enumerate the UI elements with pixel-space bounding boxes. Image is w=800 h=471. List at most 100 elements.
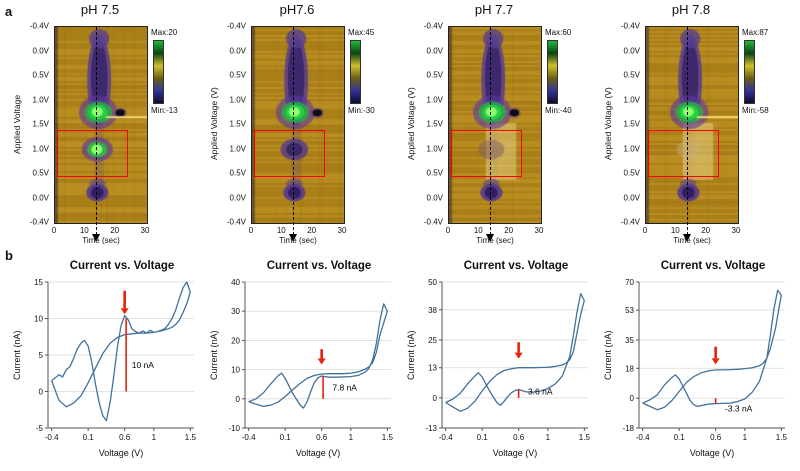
heatmap-plot — [448, 26, 542, 242]
heatmap-panel-ph78: pH 7.8 Applied Voltage (V) -0.4V 0.0V 0.5V… — [603, 2, 793, 256]
heatmap-panel-ph75: pH 7.5 Applied Voltage -0.4V 0.0V 0.5V 1.0V… — [12, 2, 202, 256]
svg-text:0.1: 0.1 — [674, 433, 686, 442]
colorbar-min-label: Min:-13 — [151, 106, 178, 115]
svg-text:10 nA: 10 nA — [132, 360, 155, 370]
colorbar-max-label: Max:20 — [151, 28, 178, 37]
svg-text:-5: -5 — [36, 424, 44, 433]
heatmap-title: pH 7.8 — [671, 2, 711, 17]
svg-text:1: 1 — [349, 433, 354, 442]
svg-text:5: 5 — [39, 351, 44, 360]
chart-title: Current vs. Voltage — [69, 260, 175, 272]
svg-text:-0.4: -0.4 — [242, 433, 256, 442]
iv-chart-panel-ph77: Current vs. Voltage Current (nA) -13 0 13 2… — [406, 260, 596, 468]
heatmap-canvas — [646, 27, 738, 223]
svg-text:0: 0 — [236, 395, 241, 404]
heatmap-x-axis-ticks: 0 10 20 30 — [248, 226, 347, 235]
svg-text:50: 50 — [428, 278, 437, 287]
colorbar-min-label: Min:-30 — [348, 106, 375, 115]
svg-text:0.6: 0.6 — [119, 433, 131, 442]
svg-text:-18: -18 — [622, 424, 634, 433]
svg-text:-10: -10 — [228, 424, 240, 433]
svg-text:-3.3 nA: -3.3 nA — [725, 403, 753, 413]
highlight-red-rectangle — [450, 129, 522, 177]
chart-x-axis-label: Voltage (V) — [689, 448, 735, 458]
svg-text:15: 15 — [34, 278, 43, 287]
chart-title: Current vs. Voltage — [266, 260, 372, 272]
svg-text:1.5: 1.5 — [579, 433, 591, 442]
svg-text:7.8 nA: 7.8 nA — [332, 383, 357, 393]
heatmap-x-axis-label: Time (sec) — [673, 236, 711, 245]
heatmap-y-axis-label: Applied Voltage (V) — [406, 87, 416, 161]
heatmap-y-axis-label: Applied Voltage — [12, 94, 22, 154]
heatmap-y-axis-ticks: -0.4V 0.0V 0.5V 1.0V 1.5V 1.0V 0.5V 0.0V -0.4V — [620, 21, 640, 227]
colorbar-max-label: Max:60 — [545, 28, 572, 37]
svg-text:-0.4: -0.4 — [439, 433, 453, 442]
svg-text:1.5: 1.5 — [382, 433, 394, 442]
svg-text:0.1: 0.1 — [477, 433, 489, 442]
heatmap-y-axis-label: Applied Voltage (V) — [209, 87, 219, 161]
svg-text:20: 20 — [231, 336, 240, 345]
svg-text:0.1: 0.1 — [83, 433, 95, 442]
down-arrow-icon — [682, 234, 691, 242]
colorbar-min-label: Min:-40 — [545, 106, 572, 115]
highlight-red-rectangle — [253, 129, 325, 177]
svg-text:0.6: 0.6 — [710, 433, 722, 442]
heatmap-x-axis-ticks: 0 10 20 30 — [51, 226, 150, 235]
svg-text:0: 0 — [433, 394, 438, 403]
svg-text:1: 1 — [546, 433, 551, 442]
svg-text:30: 30 — [231, 307, 240, 316]
svg-text:18: 18 — [625, 364, 634, 373]
colorbar-max-label: Max:87 — [742, 28, 769, 37]
time-marker-dashed-line — [485, 27, 494, 242]
down-arrow-icon — [485, 234, 494, 242]
chart-title: Current vs. Voltage — [463, 260, 569, 272]
highlight-red-rectangle — [647, 129, 719, 177]
svg-text:1: 1 — [743, 433, 748, 442]
heatmap-x-axis-label: Time (sec) — [82, 236, 120, 245]
svg-text:0.6: 0.6 — [316, 433, 328, 442]
time-marker-dashed-line — [288, 27, 297, 242]
iv-curve-plot: -18 0 18 35 53 70 -0.4 0.1 0.6 1 1.5 -3.3 nA — [622, 278, 787, 442]
heatmap-title: pH 7.7 — [474, 2, 514, 17]
svg-text:3.6 nA: 3.6 nA — [528, 387, 553, 397]
heatmap-x-axis-ticks: 0 10 20 30 — [642, 226, 741, 235]
heatmap-y-axis-ticks: -0.4V 0.0V 0.5V 1.0V 1.5V 1.0V 0.5V 0.0V -0.4V — [29, 21, 49, 227]
heatmap-panel-ph77: pH 7.7 Applied Voltage (V) -0.4V 0.0V 0.5V… — [406, 2, 596, 256]
heatmap-plot — [251, 26, 345, 242]
iv-chart-panel-ph78: Current vs. Voltage Current (nA) -18 0 18 3… — [603, 260, 793, 468]
svg-text:-13: -13 — [425, 424, 437, 433]
heatmap-canvas — [55, 27, 147, 223]
heatmap-title: pH7.6 — [279, 2, 315, 17]
time-marker-dashed-line — [682, 27, 691, 242]
heatmap-x-axis-ticks: 0 10 20 30 — [445, 226, 544, 235]
subfigure-label-a: a — [5, 4, 13, 19]
heatmap-y-axis-ticks: -0.4V 0.0V 0.5V 1.0V 1.5V 1.0V 0.5V 0.0V -0.4V — [423, 21, 443, 227]
subfigure-label-b: b — [5, 248, 13, 263]
heatmap-y-axis-label: Applied Voltage (V) — [603, 87, 613, 161]
svg-text:25: 25 — [428, 336, 437, 345]
chart-x-axis-label: Voltage (V) — [492, 448, 538, 458]
highlight-red-rectangle — [56, 129, 128, 177]
svg-text:40: 40 — [231, 278, 240, 287]
down-arrow-icon — [91, 234, 100, 242]
chart-title: Current vs. Voltage — [660, 260, 766, 272]
svg-text:0: 0 — [39, 388, 44, 397]
iv-curve-plot: -5 0 5 10 15 -0.4 0.1 0.6 1 1.5 10 nA — [34, 278, 196, 442]
colorbar-min-label: Min:-58 — [742, 106, 769, 115]
svg-text:0: 0 — [630, 394, 635, 403]
iv-curve-plot: -10 0 10 20 30 40 -0.4 0.1 0.6 1 1.5 7.8 nA — [228, 278, 394, 442]
heatmap-plot — [645, 26, 739, 242]
heatmap-y-axis-ticks: -0.4V 0.0V 0.5V 1.0V 1.5V 1.0V 0.5V 0.0V -0.4V — [226, 21, 246, 227]
svg-text:10: 10 — [231, 366, 240, 375]
svg-text:10: 10 — [34, 315, 43, 324]
heatmap-x-axis-label: Time (sec) — [279, 236, 317, 245]
colorbar — [547, 40, 558, 104]
iv-chart-panel-ph75: Current vs. Voltage Current (nA) -5 0 5 10 1… — [12, 260, 202, 468]
svg-text:-0.4: -0.4 — [636, 433, 650, 442]
colorbar — [153, 40, 164, 104]
colorbar — [350, 40, 361, 104]
heatmap-plot — [54, 26, 148, 242]
chart-x-axis-label: Voltage (V) — [295, 448, 341, 458]
svg-text:13: 13 — [428, 364, 437, 373]
